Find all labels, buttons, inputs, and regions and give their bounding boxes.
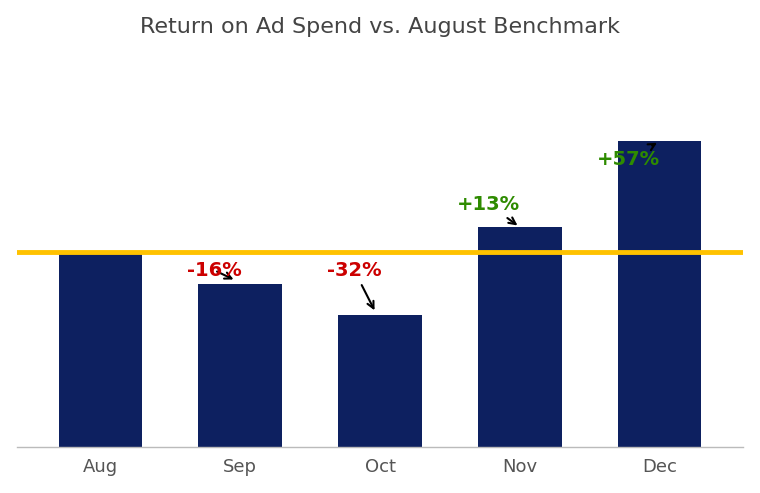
Bar: [478, 227, 562, 447]
Bar: [198, 283, 282, 447]
Text: +57%: +57%: [597, 144, 660, 169]
Text: +13%: +13%: [457, 195, 520, 224]
Title: Return on Ad Spend vs. August Benchmark: Return on Ad Spend vs. August Benchmark: [140, 17, 620, 36]
Bar: [618, 141, 701, 447]
Bar: [59, 252, 142, 447]
Text: -16%: -16%: [187, 261, 242, 280]
Bar: [338, 315, 422, 447]
Text: -32%: -32%: [327, 261, 382, 308]
